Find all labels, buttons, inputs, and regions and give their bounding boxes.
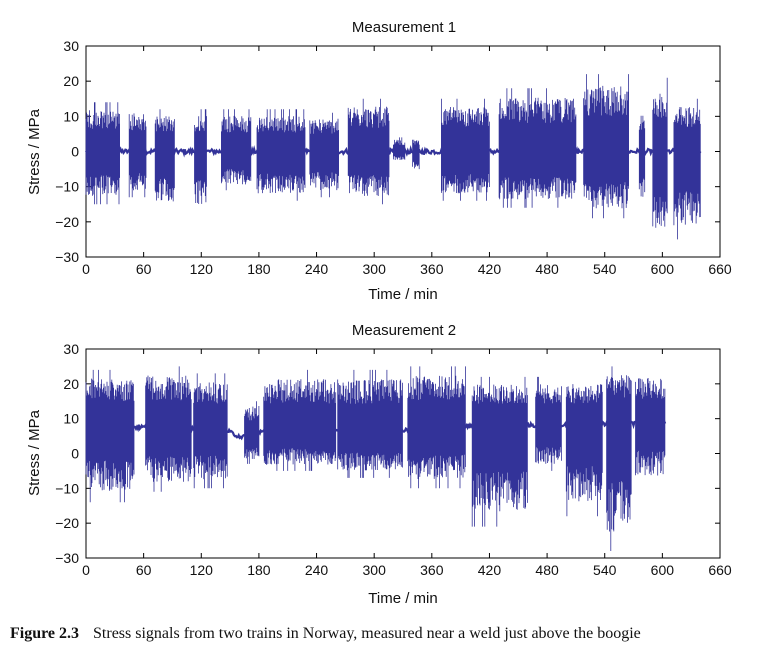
signal-segment: [347, 98, 390, 205]
signal-segment: [194, 109, 207, 204]
plot-2-ylabel: Stress / MPa: [26, 409, 43, 496]
y-tick-label: −20: [55, 214, 79, 230]
signal-segment: [441, 98, 490, 201]
figure-caption: Figure 2.3 Stress signals from two trains…: [10, 625, 770, 643]
plot-2-tick-labels: 0 60 120 180 240 300 360 420 480 540 600 660−30−20−…: [55, 341, 732, 578]
x-tick-label: 0: [82, 261, 90, 277]
figure-caption-text: Stress signals from two trains in Norway…: [93, 625, 641, 642]
plot-1-tick-labels: 0 60 120 180 240 300 360 420 480 540 600 660−30−20−…: [55, 38, 732, 277]
signal-segment: [337, 369, 403, 478]
signal-segment: [471, 376, 528, 527]
plot-measurement-2: Measurement 2 0 60 120 180 240 300 360 420 480 54…: [26, 322, 732, 607]
signal-segment: [85, 369, 135, 503]
plot-1-ticks: [85, 45, 721, 258]
y-tick-label: −30: [55, 550, 79, 566]
y-tick-label: 0: [71, 144, 79, 160]
x-tick-label: 240: [305, 261, 329, 277]
plot-1-signal: [85, 74, 702, 240]
x-tick-label: 660: [708, 562, 732, 578]
x-tick-label: 540: [593, 562, 617, 578]
plot-2-ticks: [85, 348, 721, 559]
x-tick-label: 60: [136, 261, 152, 277]
signal-segment: [407, 366, 466, 489]
x-tick-label: 0: [82, 562, 90, 578]
plot-1-xlabel: Time / min: [368, 286, 437, 303]
signal-segment: [412, 139, 420, 170]
signal-segment: [652, 77, 668, 228]
y-tick-label: −10: [55, 179, 79, 195]
x-tick-label: 660: [708, 261, 732, 277]
signal-segment: [256, 109, 306, 201]
signal-segment: [221, 109, 252, 191]
plot-2-signal: [85, 366, 667, 551]
signal-segment: [583, 74, 629, 219]
figure-caption-label: Figure 2.3: [10, 625, 80, 642]
x-tick-label: 300: [363, 261, 387, 277]
signal-segment: [673, 98, 701, 240]
signal-segment: [85, 102, 120, 205]
x-tick-label: 360: [420, 562, 444, 578]
y-tick-label: 10: [63, 411, 79, 427]
signal-segment: [145, 366, 192, 492]
signal-segment: [535, 376, 562, 471]
y-tick-label: −30: [55, 249, 79, 265]
y-tick-label: −10: [55, 480, 79, 496]
x-tick-label: 60: [136, 562, 152, 578]
y-tick-label: −20: [55, 515, 79, 531]
y-tick-label: 30: [63, 341, 79, 357]
x-tick-label: 420: [478, 261, 502, 277]
signal-segment: [193, 373, 228, 489]
signal-segment: [638, 115, 646, 197]
x-tick-label: 420: [478, 562, 502, 578]
y-tick-label: 20: [63, 376, 79, 392]
signal-segment: [128, 113, 147, 198]
plot-2-title: Measurement 2: [352, 322, 456, 339]
x-tick-label: 480: [535, 562, 559, 578]
y-tick-label: 30: [63, 38, 79, 54]
plot-measurement-1: Measurement 1 0 60 120 180 240 300 360 420 480 54…: [26, 19, 732, 303]
signal-segment: [606, 366, 632, 551]
x-tick-label: 120: [190, 261, 214, 277]
y-tick-label: 0: [71, 446, 79, 462]
signal-segment: [154, 109, 175, 202]
x-tick-label: 300: [363, 562, 387, 578]
signal-segment: [309, 112, 339, 198]
y-tick-label: 10: [63, 108, 79, 124]
plot-1-title: Measurement 1: [352, 19, 456, 36]
signal-segment: [263, 369, 337, 471]
x-tick-label: 180: [247, 261, 271, 277]
x-tick-label: 600: [651, 261, 675, 277]
x-tick-label: 540: [593, 261, 617, 277]
x-tick-label: 360: [420, 261, 444, 277]
x-tick-label: 600: [651, 562, 675, 578]
signal-segment: [635, 378, 666, 476]
y-tick-label: 20: [63, 73, 79, 89]
plot-2-xlabel: Time / min: [368, 590, 437, 607]
signal-segment: [565, 384, 603, 517]
x-tick-label: 120: [190, 562, 214, 578]
x-tick-label: 480: [535, 261, 559, 277]
x-tick-label: 180: [247, 562, 271, 578]
signal-segment: [244, 401, 260, 464]
signal-segment: [393, 137, 406, 160]
plot-1-ylabel: Stress / MPa: [26, 108, 43, 195]
x-tick-label: 240: [305, 562, 329, 578]
signal-segment: [498, 88, 577, 208]
